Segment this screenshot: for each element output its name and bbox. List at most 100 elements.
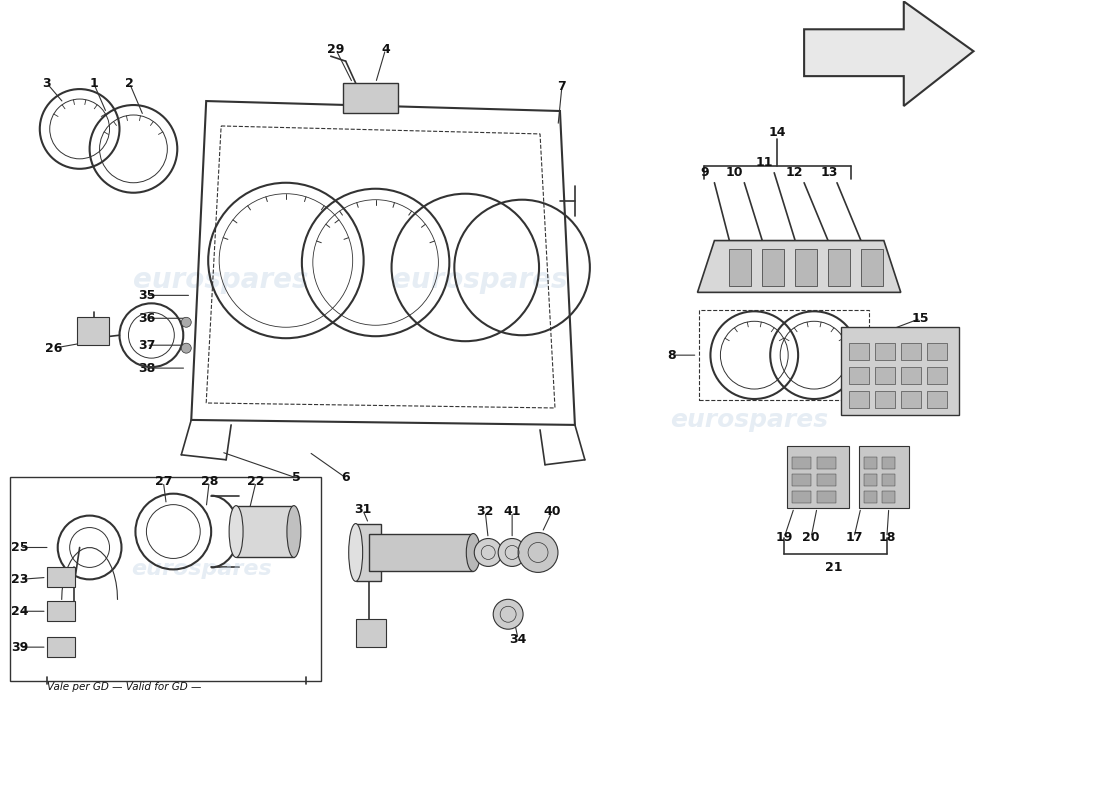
Text: 31: 31 (354, 503, 372, 516)
Polygon shape (804, 2, 974, 106)
Bar (901, 343, 921, 360)
Bar (817, 490, 836, 502)
Bar (861, 249, 883, 286)
Text: 7: 7 (558, 79, 566, 93)
Text: 1: 1 (89, 77, 98, 90)
Text: 30: 30 (912, 369, 930, 382)
Text: 12: 12 (785, 166, 803, 179)
Bar (874, 367, 894, 384)
Bar (874, 343, 894, 360)
Circle shape (182, 343, 191, 353)
Bar (901, 367, 921, 384)
Bar (77, 318, 109, 345)
Bar (792, 490, 811, 502)
Text: 26: 26 (45, 342, 63, 354)
Bar (792, 474, 811, 486)
Text: 40: 40 (543, 505, 561, 518)
Bar (47, 567, 75, 587)
Circle shape (493, 599, 524, 630)
Bar (828, 249, 850, 286)
Bar (47, 637, 75, 657)
Text: 11: 11 (756, 156, 773, 170)
Text: eurospares: eurospares (133, 266, 309, 294)
Bar (842, 327, 958, 415)
Text: 23: 23 (11, 573, 29, 586)
Bar (901, 391, 921, 408)
Bar (882, 457, 894, 469)
Text: 14: 14 (769, 126, 786, 139)
Ellipse shape (229, 506, 243, 558)
Text: eurospares: eurospares (670, 408, 828, 432)
Text: 17: 17 (845, 531, 862, 544)
Bar (10, 477, 321, 681)
Text: eurospares: eurospares (131, 559, 272, 579)
Bar (817, 457, 836, 469)
Ellipse shape (287, 506, 301, 558)
Bar (795, 249, 817, 286)
Text: 18: 18 (878, 531, 895, 544)
Text: 32: 32 (476, 505, 494, 518)
Bar (849, 391, 869, 408)
Bar (817, 474, 836, 486)
Text: 16: 16 (912, 342, 930, 354)
Bar (864, 490, 877, 502)
Bar (849, 343, 869, 360)
Polygon shape (697, 241, 901, 292)
Text: eurospares: eurospares (393, 266, 568, 294)
Bar (355, 619, 386, 647)
Text: 15: 15 (912, 312, 930, 325)
Text: 19: 19 (776, 531, 793, 544)
Ellipse shape (466, 534, 481, 571)
Bar (874, 391, 894, 408)
Text: 41: 41 (504, 505, 521, 518)
Text: 6: 6 (341, 471, 350, 484)
Bar (355, 523, 381, 582)
Bar (792, 457, 811, 469)
Text: 24: 24 (11, 605, 29, 618)
Text: 37: 37 (138, 338, 155, 352)
Text: Vale per GD — Valid for GD —: Vale per GD — Valid for GD — (47, 682, 201, 692)
Bar (859, 446, 909, 508)
Text: 5: 5 (292, 471, 300, 484)
Text: 9: 9 (700, 166, 708, 179)
Bar (882, 474, 894, 486)
Bar (368, 534, 473, 571)
Circle shape (518, 533, 558, 572)
Bar (849, 367, 869, 384)
Text: 10: 10 (726, 166, 744, 179)
Text: 2: 2 (125, 77, 134, 90)
Bar (926, 367, 947, 384)
Bar (343, 83, 397, 113)
Text: 27: 27 (155, 475, 172, 488)
Text: 21: 21 (825, 561, 843, 574)
Ellipse shape (349, 523, 363, 582)
Text: 36: 36 (138, 312, 155, 325)
Bar (47, 602, 75, 622)
Bar (762, 249, 784, 286)
Text: 22: 22 (248, 475, 265, 488)
Circle shape (474, 538, 503, 566)
Bar (864, 457, 877, 469)
Text: 25: 25 (11, 541, 29, 554)
Text: 8: 8 (668, 349, 675, 362)
Circle shape (182, 318, 191, 327)
Bar (882, 490, 894, 502)
Text: 13: 13 (821, 166, 838, 179)
Text: 38: 38 (138, 362, 155, 374)
Text: 29: 29 (327, 42, 344, 56)
Circle shape (498, 538, 526, 566)
Text: 34: 34 (509, 633, 527, 646)
Bar (729, 249, 751, 286)
Bar (236, 506, 294, 558)
Text: 20: 20 (802, 531, 820, 544)
Bar (926, 343, 947, 360)
Bar (926, 391, 947, 408)
Text: 35: 35 (138, 289, 155, 302)
Bar (864, 474, 877, 486)
Text: 39: 39 (11, 641, 29, 654)
Bar (788, 446, 849, 508)
Text: 4: 4 (382, 42, 389, 56)
Text: 28: 28 (200, 475, 218, 488)
Bar (700, 310, 869, 400)
Text: 3: 3 (43, 77, 51, 90)
